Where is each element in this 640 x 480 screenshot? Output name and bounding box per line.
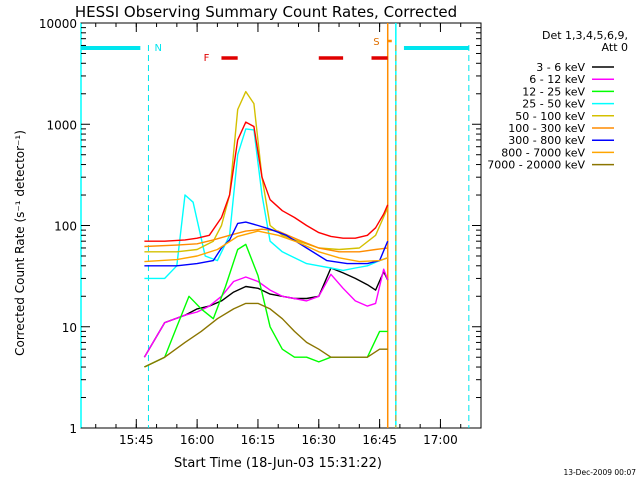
state-label: N [154, 43, 161, 54]
legend-entry-label: 25 - 50 keV [522, 98, 585, 111]
axes-layer: 15:45 16:00 16:15 16:30 16:45 17:00 1 10 100 1000… [39, 17, 482, 447]
legend-entry-label: 800 - 7000 keV [501, 146, 585, 159]
y-tick-label: 1000 [46, 118, 77, 132]
y-tick-label: 1 [69, 422, 77, 436]
legend-header-line2: Att 0 [602, 41, 628, 54]
legend-header-line1: Det 1,3,4,5,6,9, [542, 29, 628, 42]
x-tick-label: 15:45 [119, 433, 154, 447]
series-line [143, 268, 389, 358]
legend-entry-label: 3 - 6 keV [536, 61, 585, 74]
x-tick-label: 17:00 [423, 433, 458, 447]
series-line [144, 230, 388, 263]
marker-layer [80, 23, 470, 428]
y-tick-label: 100 [54, 220, 77, 234]
legend-entry-label: 50 - 100 keV [515, 110, 585, 123]
series-line [144, 302, 388, 368]
y-axis-label: Corrected Count Rate (s⁻¹ detector⁻¹) [13, 130, 27, 356]
series-layer [143, 90, 389, 368]
y-tick-label: 10 [62, 321, 77, 335]
x-axis-label: Start Time (18-Jun-03 15:31:22) [174, 456, 382, 471]
state-label: S [373, 37, 379, 48]
footer-date: 13-Dec-2009 00:07 [563, 468, 636, 477]
legend-entry-label: 300 - 800 keV [508, 134, 585, 147]
state-label: F [204, 53, 210, 64]
x-tick-label: 16:15 [241, 433, 276, 447]
series-line [144, 90, 389, 253]
series-line [144, 243, 388, 368]
state-bar-layer: N F S [81, 37, 469, 64]
chart-title: HESSI Observing Summary Count Rates, Cor… [75, 3, 457, 21]
y-tick-label: 10000 [39, 17, 77, 31]
series-line [144, 121, 389, 242]
series-line [144, 221, 389, 267]
legend-entry-label: 6 - 12 keV [529, 73, 585, 86]
x-tick-label: 16:00 [180, 433, 215, 447]
series-line [144, 228, 388, 253]
legend-entry-label: 7000 - 20000 keV [487, 159, 585, 172]
plot-frame [80, 22, 482, 429]
series-line [144, 128, 388, 280]
x-tick-label: 16:30 [301, 433, 336, 447]
x-tick-label: 16:45 [362, 433, 397, 447]
legend-entry-label: 12 - 25 keV [522, 85, 585, 98]
legend-entry-label: 100 - 300 keV [508, 122, 585, 135]
